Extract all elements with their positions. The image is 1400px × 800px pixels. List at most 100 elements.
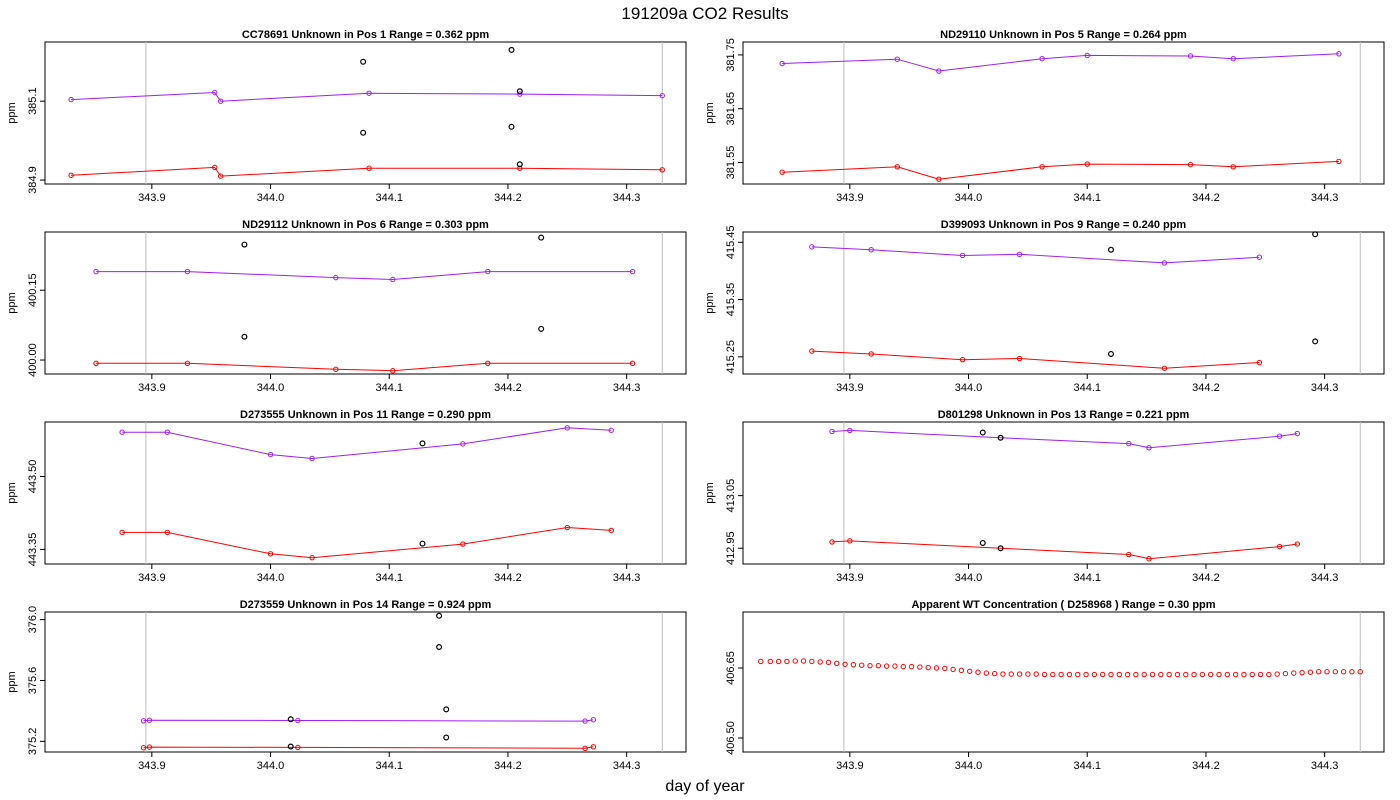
x-tick-label: 343.9 <box>138 192 166 204</box>
flagged-point <box>508 46 515 53</box>
wt-point <box>1008 671 1014 677</box>
wt-point <box>767 658 774 665</box>
wt-point <box>883 663 890 669</box>
wt-point <box>1307 669 1314 675</box>
series-point <box>295 744 301 751</box>
wt-point <box>850 662 857 668</box>
wt-point <box>1158 671 1164 678</box>
wt-point <box>1025 671 1031 677</box>
x-axis-label: day of year <box>665 778 745 795</box>
panel-title: D399093 Unknown in Pos 9 Range = 0.240 p… <box>941 219 1187 231</box>
flagged-point <box>287 743 294 750</box>
series-point <box>93 268 99 275</box>
series-point <box>366 165 372 171</box>
series-point <box>1230 55 1236 62</box>
series-point <box>1256 254 1263 260</box>
flagged-point <box>436 643 443 650</box>
wt-point <box>908 663 915 670</box>
y-tick-label: 415.35 <box>725 283 737 317</box>
x-tick-label: 344.2 <box>1192 382 1220 394</box>
wt-point <box>1183 671 1189 678</box>
x-tick-label: 344.1 <box>375 760 403 772</box>
series-point <box>1016 355 1023 362</box>
series-point <box>582 718 588 724</box>
wt-point <box>1216 671 1222 678</box>
x-tick-label: 344.3 <box>1311 760 1339 772</box>
series-point <box>1187 161 1194 168</box>
flagged-point <box>516 161 523 168</box>
flagged-point <box>997 434 1004 441</box>
wt-point <box>917 664 923 670</box>
series-point <box>779 169 785 175</box>
series-point <box>309 455 315 462</box>
wt-point <box>875 662 882 669</box>
panels: CC78691 Unknown in Pos 1 Range = 0.362 p… <box>6 29 1385 772</box>
y-tick-label: 415.45 <box>725 225 737 259</box>
series-point <box>809 244 815 250</box>
wt-point <box>1357 669 1363 675</box>
wt-point <box>1316 669 1322 675</box>
series-line <box>831 429 1298 449</box>
x-tick-label: 344.3 <box>613 760 641 772</box>
y-tick-label: 412.95 <box>725 531 737 565</box>
series-line <box>122 526 612 559</box>
wt-point <box>1058 671 1064 678</box>
wt-point <box>1266 671 1272 678</box>
flagged-point <box>241 333 248 340</box>
series-point <box>140 745 147 751</box>
series-point <box>829 539 835 545</box>
series-point <box>119 529 125 536</box>
wt-point <box>975 669 981 675</box>
x-tick-label: 344.2 <box>1192 760 1220 772</box>
series-point <box>1161 365 1168 371</box>
x-tick-label: 344.0 <box>257 382 285 394</box>
x-tick-label: 343.9 <box>138 382 166 394</box>
wt-point <box>1332 669 1339 675</box>
y-tick-label: 381.55 <box>725 146 737 180</box>
flagged-point <box>443 734 450 741</box>
series-point <box>847 538 853 544</box>
y-tick-label: 415.25 <box>725 340 737 374</box>
series-point <box>309 554 315 561</box>
flagged-point <box>979 429 986 436</box>
x-tick-label: 344.0 <box>257 572 285 584</box>
series-point <box>460 541 466 547</box>
panel-title: D801298 Unknown in Pos 13 Range = 0.221 … <box>938 409 1190 421</box>
series-point <box>868 351 874 357</box>
x-tick-label: 344.1 <box>1073 192 1101 204</box>
series-line <box>143 746 594 749</box>
wt-point <box>900 663 906 670</box>
wt-point <box>1199 671 1206 678</box>
wt-point <box>1066 671 1073 678</box>
series-point <box>68 96 74 103</box>
wt-point <box>1232 671 1239 678</box>
series-point <box>1336 51 1342 57</box>
series-point <box>1187 53 1194 59</box>
y-tick-label: 376.0 <box>27 606 39 634</box>
series-point <box>1294 541 1301 547</box>
x-tick-label: 344.0 <box>257 760 285 772</box>
x-tick-label: 344.3 <box>1311 382 1339 394</box>
series-point <box>564 524 570 531</box>
wt-point <box>1091 671 1098 678</box>
series-point <box>894 56 901 62</box>
wt-point <box>942 665 948 672</box>
x-tick-label: 344.0 <box>257 192 285 204</box>
series-point <box>217 173 224 179</box>
series-point <box>1161 260 1168 266</box>
wt-point <box>784 658 790 665</box>
x-tick-label: 343.9 <box>836 192 864 204</box>
x-tick-label: 344.2 <box>494 760 522 772</box>
series-point <box>333 366 339 373</box>
series-point <box>659 92 665 99</box>
y-tick-label: 400.00 <box>27 343 39 377</box>
series-line <box>143 719 594 722</box>
flagged-point <box>360 58 367 65</box>
wt-point <box>1149 671 1156 678</box>
series-point <box>485 268 491 275</box>
wt-point <box>1299 669 1305 676</box>
series-point <box>582 745 588 752</box>
wt-point <box>1133 671 1139 678</box>
panel-ND29112: ND29112 Unknown in Pos 6 Range = 0.303 p… <box>6 219 687 394</box>
x-tick-label: 344.3 <box>1311 572 1339 584</box>
